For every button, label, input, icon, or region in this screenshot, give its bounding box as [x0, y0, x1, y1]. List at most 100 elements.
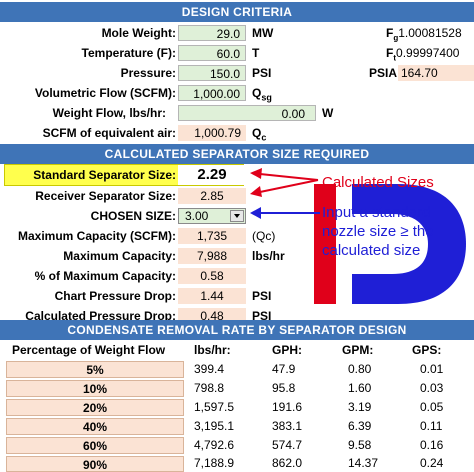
pressure-input[interactable]: 150.0 [178, 65, 246, 81]
flow-input[interactable]: 1,000.00 [178, 85, 246, 101]
arrow-to-chosen-head [250, 207, 261, 219]
col-percentage: Percentage of Weight Flow [12, 343, 166, 357]
mole-weight-row: Mole Weight: 29.0 MW Fg1.00081528 [0, 23, 474, 43]
calc-drop-unit: PSI [252, 309, 272, 323]
row-percentage: 40% [6, 418, 184, 435]
row-percentage: 90% [6, 456, 184, 472]
row-percentage: 5% [6, 361, 184, 378]
row-gps: 0.05 [420, 400, 444, 414]
max-capacity-scfm-row: Maximum Capacity (SCFM): 1,735 (Qc) [0, 226, 474, 246]
standard-size-label: Standard Separator Size: [33, 168, 176, 182]
scfm-air-label: SCFM of equivalent air: [42, 126, 176, 140]
row-gpm: 14.37 [348, 456, 379, 470]
weight-flow-row: Weight Flow, lbs/hr: 0.00 W [0, 103, 474, 123]
row-lbs-hr: 1,597.5 [194, 400, 235, 414]
table-row: 60% 4,792.6 574.7 9.58 0.16 [0, 436, 474, 455]
fg-symbol: F [386, 26, 394, 40]
pct-max-value: 0.58 [178, 268, 246, 284]
receiver-size-label: Receiver Separator Size: [35, 189, 176, 203]
arrow-to-standard-head [250, 168, 262, 179]
design-criteria-header: DESIGN CRITERIA [0, 2, 474, 22]
fg-readout: Fg1.00081528 [386, 23, 462, 43]
psia-label: PSIA [369, 66, 398, 80]
row-lbs-hr: 399.4 [194, 362, 225, 376]
chart-drop-value: 1.44 [178, 288, 246, 304]
annotation-arrows [250, 168, 320, 219]
mole-weight-unit: MW [252, 26, 274, 40]
chosen-size-select[interactable]: 3.00 [178, 208, 246, 224]
standard-size-row: Standard Separator Size: 2.29 [0, 164, 474, 186]
row-gpm: 3.19 [348, 400, 372, 414]
d-logo [300, 170, 466, 318]
psia-value: 164.70 [398, 65, 474, 81]
table-row: 10% 798.8 95.8 1.60 0.03 [0, 379, 474, 398]
row-lbs-hr: 7,188.9 [194, 456, 235, 470]
row-gph: 95.8 [272, 381, 296, 395]
temperature-input[interactable]: 60.0 [178, 45, 246, 61]
fg-subscript: g [393, 33, 399, 43]
receiver-size-row: Receiver Separator Size: 2.85 [0, 186, 474, 206]
chart-drop-unit: PSI [252, 289, 272, 303]
max-capacity-scfm-label: Maximum Capacity (SCFM): [17, 229, 176, 243]
row-gpm: 0.80 [348, 362, 372, 376]
row-gpm: 1.60 [348, 381, 372, 395]
table-row: 20% 1,597.5 191.6 3.19 0.05 [0, 398, 474, 417]
ft-symbol: F [386, 46, 394, 60]
max-capacity-unit: lbs/hr [252, 249, 285, 263]
row-gps: 0.03 [420, 381, 444, 395]
weight-flow-input[interactable]: 0.00 [178, 105, 316, 121]
ft-value: 0.99997400 [396, 46, 460, 60]
mole-weight-label: Mole Weight: [101, 26, 176, 40]
chevron-down-glyph [234, 214, 240, 218]
pct-max-label: % of Maximum Capacity: [34, 269, 176, 283]
scfm-air-unit: Qc [252, 123, 266, 143]
chart-drop-label: Chart Pressure Drop: [54, 289, 176, 303]
input-note-line3: calculated size [322, 242, 421, 259]
chosen-size-row: CHOSEN SIZE: 3.00 [0, 206, 474, 226]
calc-drop-label: Calculated Pressure Drop: [25, 309, 176, 323]
weight-flow-label: Weight Flow, lbs/hr: [52, 106, 166, 120]
arrow-to-standard-line [259, 173, 319, 181]
chosen-size-value: 3.00 [185, 209, 209, 223]
chart-drop-row: Chart Pressure Drop: 1.44 PSI [0, 286, 474, 306]
col-gph: GPH: [272, 343, 302, 357]
flow-unit: Qsg [252, 83, 272, 103]
row-percentage: 10% [6, 380, 184, 397]
fg-value: 1.00081528 [398, 26, 462, 40]
temperature-row: Temperature (F): 60.0 T Ft0.99997400 [0, 43, 474, 63]
row-gph: 383.1 [272, 419, 303, 433]
chevron-down-icon[interactable] [230, 210, 244, 222]
row-lbs-hr: 3,195.1 [194, 419, 235, 433]
table-row: 40% 3,195.1 383.1 6.39 0.11 [0, 417, 474, 436]
row-percentage: 20% [6, 399, 184, 416]
row-gph: 191.6 [272, 400, 303, 414]
max-capacity-label: Maximum Capacity: [63, 249, 176, 263]
calculated-sizes-note: Calculated Sizes [322, 174, 434, 191]
temperature-label: Temperature (F): [81, 46, 176, 60]
flow-label: Volumetric Flow (SCFM): [34, 86, 176, 100]
row-lbs-hr: 798.8 [194, 381, 225, 395]
logo-d-counter [352, 214, 428, 274]
condensate-column-headers: Percentage of Weight Flow lbs/hr: GPH: G… [0, 340, 474, 360]
weight-flow-unit: W [322, 106, 334, 120]
col-gpm: GPM: [342, 343, 374, 357]
flow-row: Volumetric Flow (SCFM): 1,000.00 Qsg [0, 83, 474, 103]
temperature-unit: T [252, 46, 260, 60]
row-gph: 862.0 [272, 456, 303, 470]
flow-unit-subscript: sg [261, 92, 272, 103]
row-gps: 0.01 [420, 362, 444, 376]
scfm-air-unit-subscript: c [261, 132, 267, 143]
row-percentage: 60% [6, 437, 184, 454]
row-gps: 0.24 [420, 456, 444, 470]
input-note-line1: Input a standard [322, 204, 431, 221]
col-gps: GPS: [412, 343, 442, 357]
row-gph: 574.7 [272, 438, 303, 452]
mole-weight-input[interactable]: 29.0 [178, 25, 246, 41]
receiver-size-value: 2.85 [178, 188, 246, 204]
arrow-to-receiver-line [259, 179, 319, 193]
ft-readout: Ft0.99997400 [386, 43, 459, 63]
chosen-size-label: CHOSEN SIZE: [90, 209, 176, 223]
row-gph: 47.9 [272, 362, 296, 376]
col-lbs-hr: lbs/hr: [194, 343, 231, 357]
